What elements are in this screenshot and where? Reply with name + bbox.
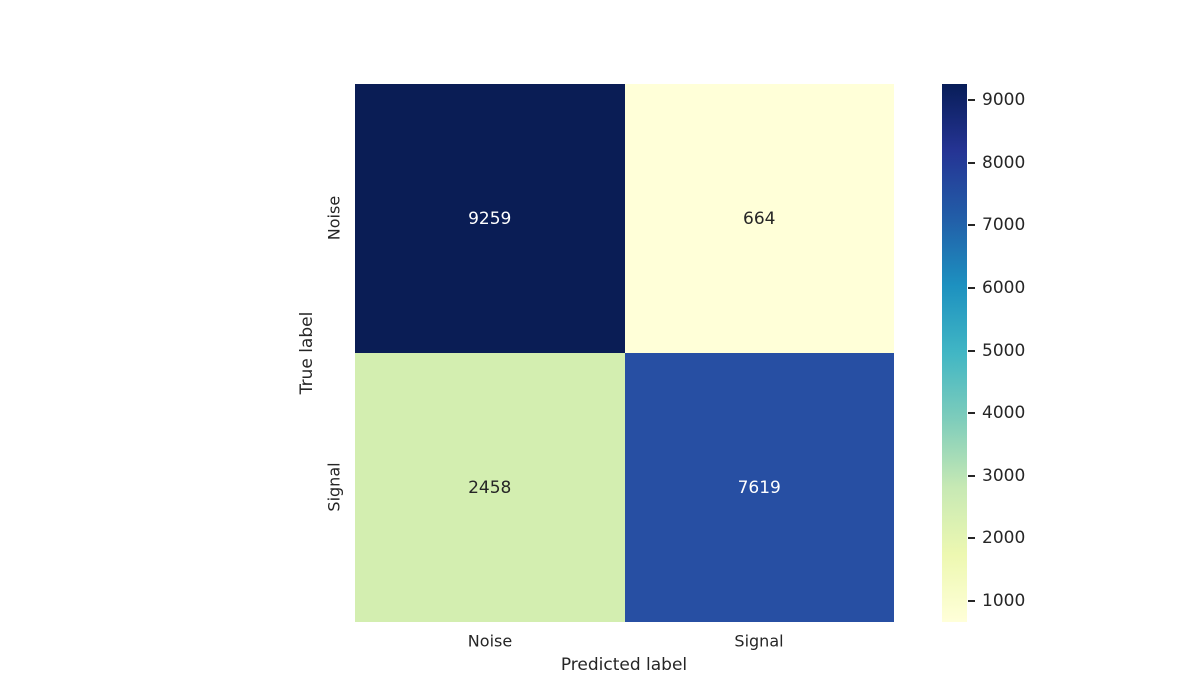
y-tick-label-signal: Signal [324, 462, 344, 512]
cell-value: 664 [743, 208, 776, 229]
matrix-cell-true-noise-pred-noise: 9259 [355, 84, 625, 353]
x-axis-label: Predicted label [560, 655, 688, 675]
cell-value: 2458 [468, 477, 512, 498]
colorbar-tick-label: 8000 [982, 152, 1026, 173]
colorbar-tick-mark [968, 349, 975, 352]
colorbar-tick-label: 1000 [982, 590, 1026, 611]
colorbar-gradient [942, 84, 967, 622]
colorbar-tick-mark [968, 99, 975, 102]
colorbar-tick-mark [968, 412, 975, 415]
colorbar-tick-label: 2000 [982, 528, 1026, 549]
colorbar-tick-label: 9000 [982, 90, 1026, 111]
matrix-cell-true-signal-pred-signal: 7619 [624, 353, 894, 622]
colorbar-tick-label: 5000 [982, 340, 1026, 361]
matrix-cell-true-noise-pred-signal: 664 [624, 84, 894, 353]
y-axis-label: True label [297, 311, 317, 395]
colorbar-tick-label: 7000 [982, 215, 1026, 236]
colorbar-tick-mark [968, 474, 975, 477]
colorbar-tick-label: 3000 [982, 465, 1026, 486]
matrix-cell-true-signal-pred-noise: 2458 [355, 353, 625, 622]
colorbar-tick-label: 6000 [982, 277, 1026, 298]
colorbar-tick-label: 4000 [982, 403, 1026, 424]
cell-value: 9259 [468, 208, 512, 229]
colorbar-tick-mark [968, 161, 975, 164]
y-tick-label-noise: Noise [324, 195, 344, 241]
cell-value: 7619 [737, 477, 781, 498]
x-tick-label-noise: Noise [467, 631, 513, 651]
colorbar-tick-mark [968, 286, 975, 289]
colorbar-tick-mark [968, 224, 975, 227]
x-tick-label-signal: Signal [734, 631, 784, 651]
colorbar-tick-mark [968, 537, 975, 540]
heatmap: 9259 664 2458 7619 [355, 84, 894, 622]
colorbar-tick-mark [968, 599, 975, 602]
